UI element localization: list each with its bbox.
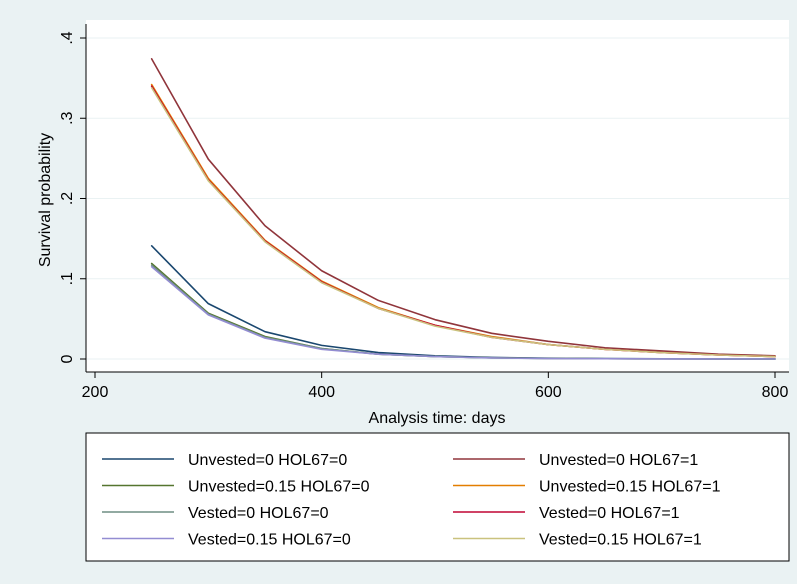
y-tick-label: .4 [59,31,76,44]
legend-entry-label: Unvested=0 HOL67=0 [188,452,347,469]
series-line-8 [150,86,776,358]
x-axis-label: Analysis time: days [369,410,506,427]
y-tick-label: 0 [59,354,76,363]
x-tick-label: 400 [308,384,335,401]
legend-entry-label: Vested=0 HOL67=1 [539,505,680,522]
y-tick-label: .3 [59,111,76,124]
x-axis: 200 400 600 800 [82,371,789,401]
x-tick-label: 800 [762,384,789,401]
series-line-7 [150,265,776,360]
y-tick-label: .1 [59,272,76,285]
x-tick-label: 200 [82,384,109,401]
legend-entry-label: Unvested=0.15 HOL67=1 [539,479,721,496]
legend-entry-label: Vested=0.15 HOL67=1 [539,532,702,549]
legend-box [85,432,790,562]
y-axis-label: Survival probability [37,133,54,267]
y-axis: 0 .1 .2 .3 .4 [59,24,87,372]
legend: Unvested=0 HOL67=0 Unvested=0 HOL67=1 Unve… [102,452,721,549]
series-line-2 [150,58,776,357]
legend-entry-label: Vested=0 HOL67=0 [188,505,329,522]
y-tick-label: .2 [59,192,76,205]
legend-entry-label: Unvested=0.15 HOL67=0 [188,479,370,496]
x-tick-label: 600 [535,384,562,401]
legend-entry-label: Unvested=0 HOL67=1 [539,452,698,469]
plot-area [86,20,789,372]
series-lines [150,58,776,360]
legend-entry-label: Vested=0.15 HOL67=0 [188,532,351,549]
